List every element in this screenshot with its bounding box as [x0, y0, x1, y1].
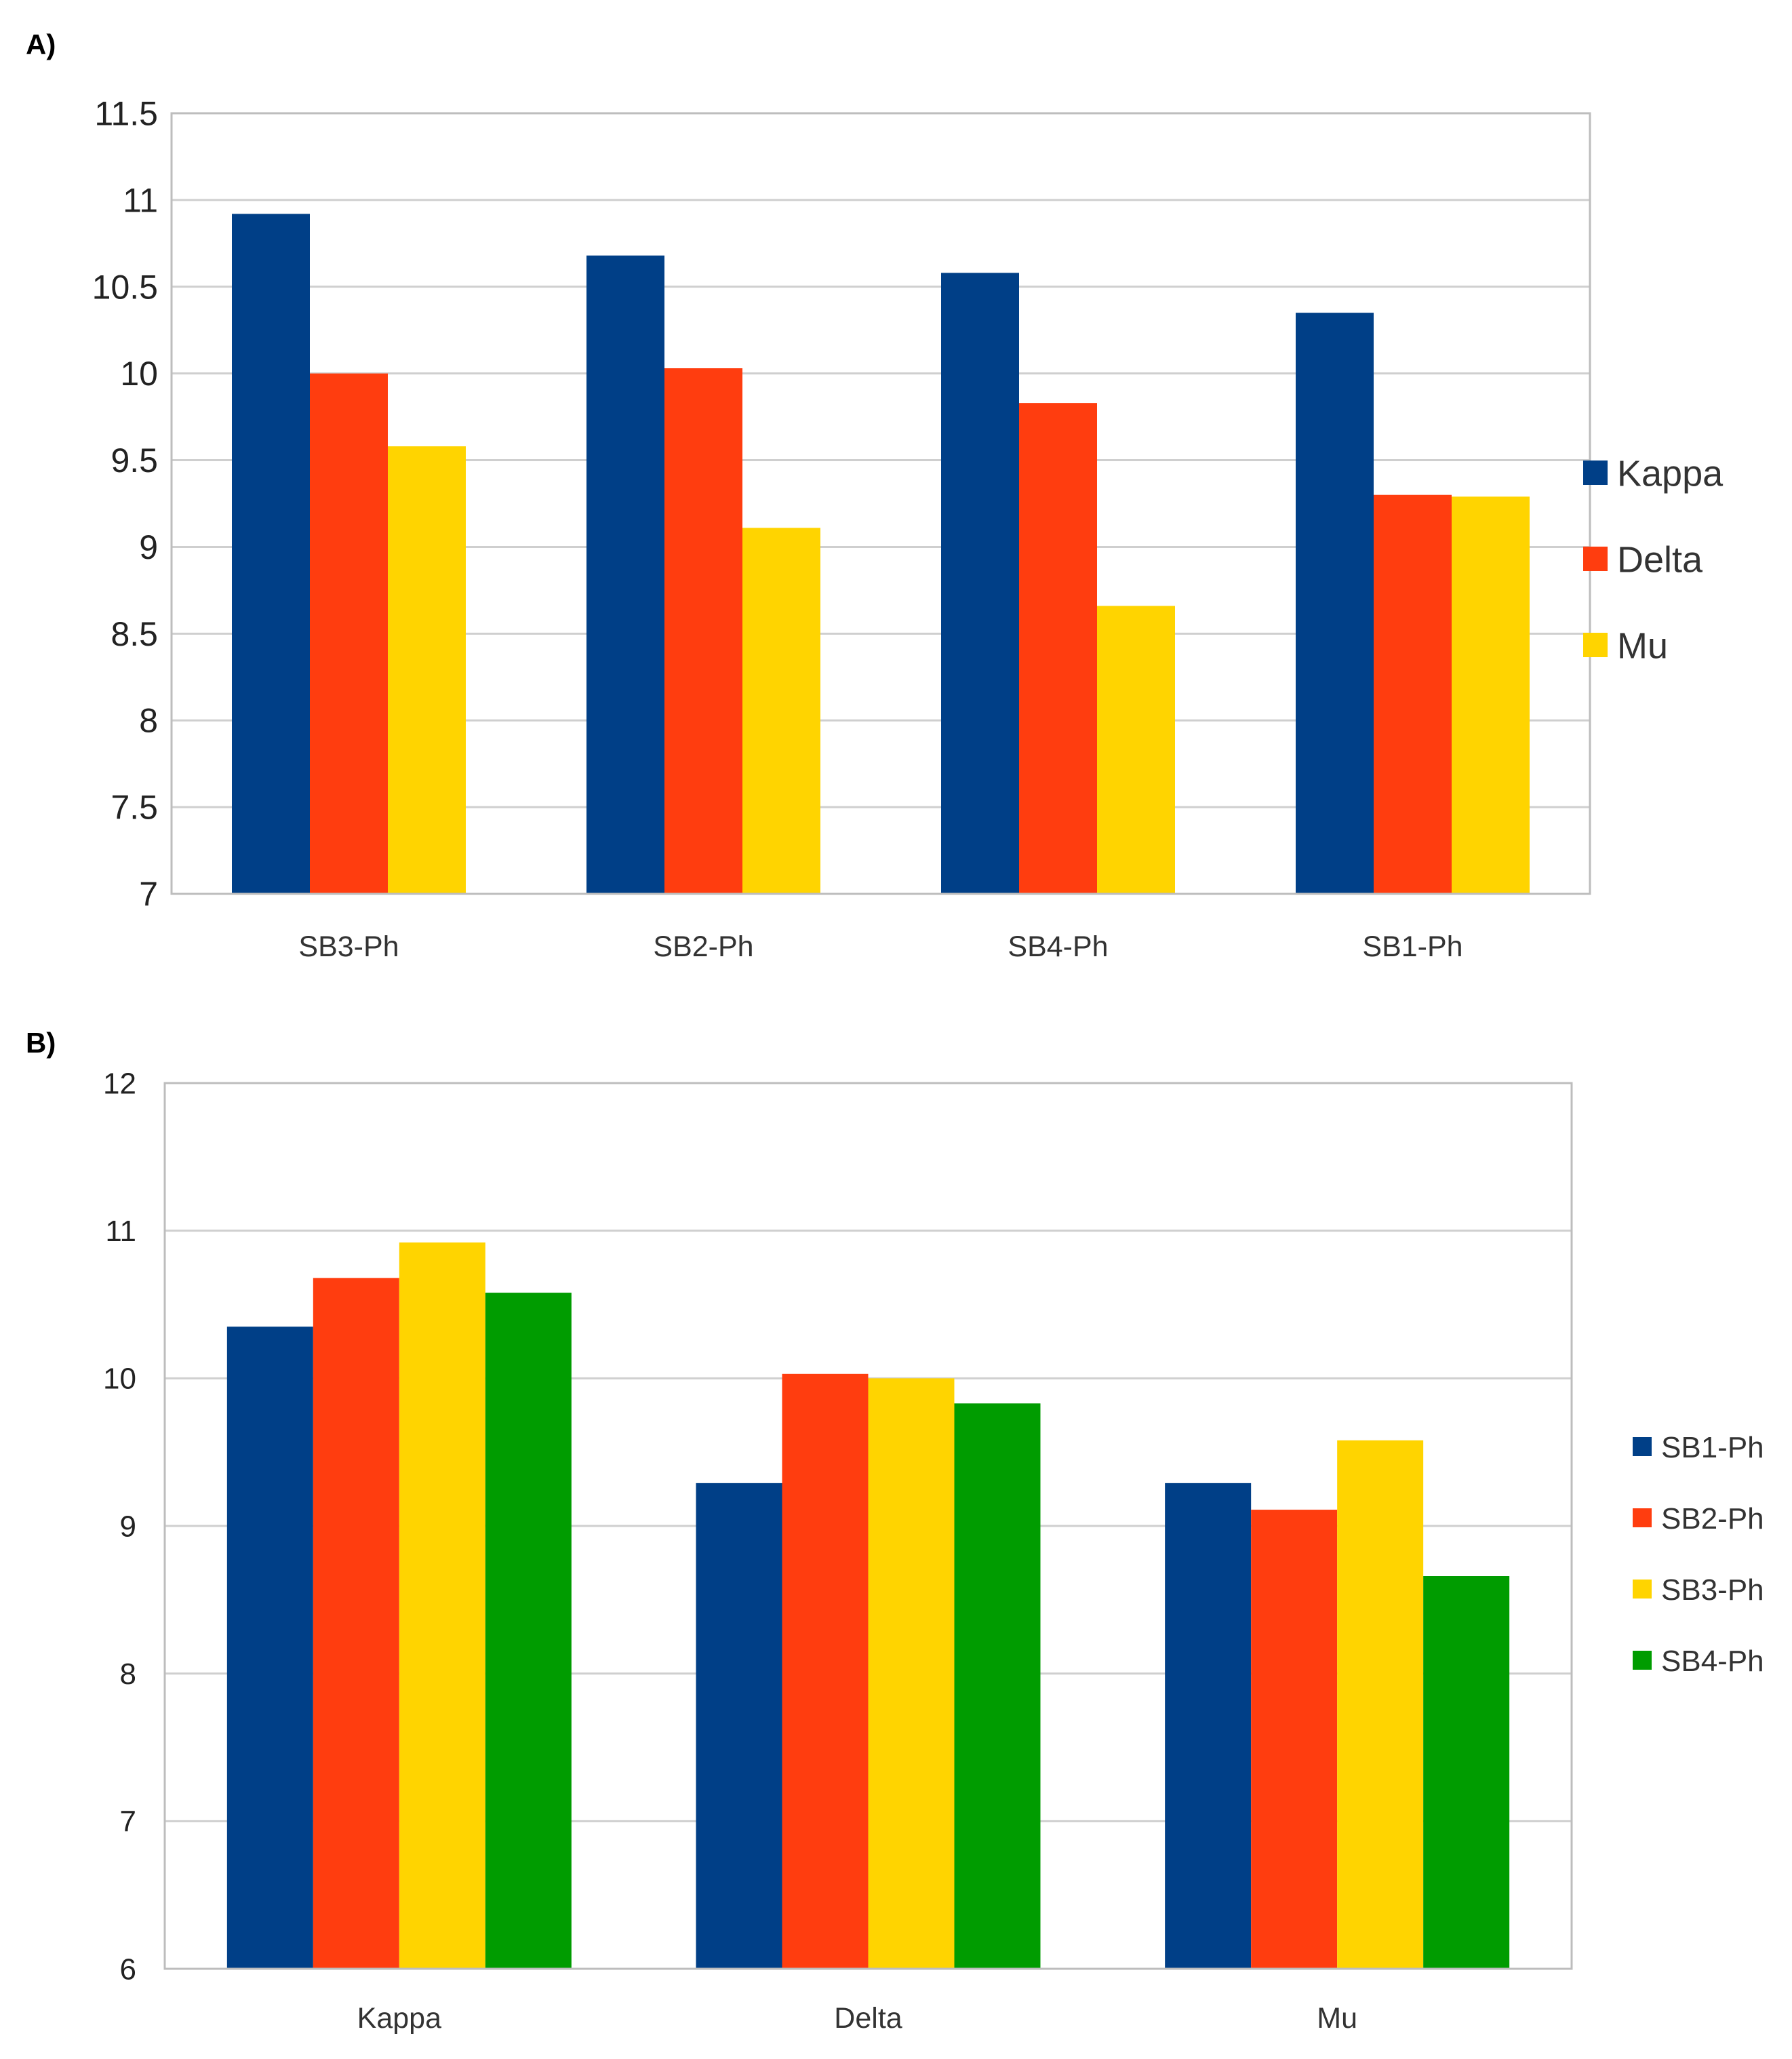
chart-b-bar-delta-sb4-ph [954, 1403, 1041, 1969]
chart-a-legend-label-kappa: Kappa [1617, 453, 1724, 494]
chart-b-legend-label-sb2-ph: SB2-Ph [1661, 1502, 1764, 1535]
chart-a-y-tick-label: 11 [123, 181, 158, 219]
chart-b-y-tick-label: 11 [105, 1215, 136, 1248]
chart-b-legend-swatch-sb3-ph [1633, 1580, 1652, 1599]
chart-a-y-tick-label: 10 [120, 355, 158, 393]
chart-a-x-tick-label: SB4-Ph [1008, 930, 1108, 963]
chart-a-legend-swatch-mu [1583, 633, 1608, 657]
chart-a-y-tick-label: 8 [139, 702, 158, 740]
chart-b-bar-kappa-sb2-ph [313, 1278, 399, 1969]
chart-b-bar-mu-sb3-ph [1337, 1440, 1424, 1969]
chart-a-bar-sb2-ph-kappa [586, 255, 664, 894]
chart-a-y-tick-label: 10.5 [92, 268, 158, 306]
chart-b-legend-swatch-sb4-ph [1633, 1651, 1652, 1670]
chart-b-bar-kappa-sb1-ph [226, 1327, 313, 1969]
chart-b-bar-kappa-sb3-ph [399, 1242, 485, 1969]
chart-a-y-tick-label: 7.5 [111, 789, 158, 827]
chart-b-y-tick-label: 12 [103, 1067, 136, 1100]
chart-a: 11.5 11 10.5 10 9.5 9 8.5 8 7.5 7 SB3-Ph SB2-Ph SB4-… [92, 95, 1724, 964]
chart-b-bar-delta-sb3-ph [868, 1378, 955, 1969]
chart-a-legend-swatch-delta [1583, 547, 1608, 571]
chart-b-bar-mu-sb4-ph [1423, 1576, 1510, 1969]
panel-b-label: B) [26, 1027, 56, 1059]
chart-a-y-tick-label: 11.5 [94, 95, 158, 133]
chart-a-bar-sb3-ph-delta [310, 373, 388, 894]
chart-b-legend-label-sb3-ph: SB3-Ph [1661, 1573, 1764, 1607]
chart-b-y-tick-label: 10 [103, 1362, 136, 1396]
chart-b-bar-mu-sb1-ph [1165, 1483, 1252, 1969]
chart-a-x-tick-label: SB2-Ph [653, 930, 753, 963]
panel-a-label: A) [26, 28, 56, 60]
chart-a-bar-sb1-ph-mu [1452, 496, 1530, 894]
chart-a-legend-label-mu: Mu [1617, 625, 1668, 666]
chart-b-y-tick-label: 6 [120, 1953, 136, 1986]
chart-b-x-tick-label: Kappa [357, 2002, 441, 2035]
chart-b: 12 11 10 9 8 7 6 Kappa Delta Mu SB1-Ph SB2-Ph SB3-Ph… [103, 1067, 1764, 2035]
chart-a-bar-sb1-ph-kappa [1296, 313, 1374, 895]
chart-b-y-tick-label: 7 [120, 1805, 136, 1839]
chart-a-bar-sb2-ph-delta [664, 368, 742, 894]
chart-a-bar-sb2-ph-mu [742, 528, 820, 894]
chart-a-legend-swatch-kappa [1583, 460, 1608, 485]
chart-a-bar-sb1-ph-delta [1374, 494, 1452, 894]
chart-b-y-tick-label: 8 [120, 1658, 136, 1691]
chart-a-bar-sb3-ph-kappa [232, 214, 310, 895]
chart-b-legend-label-sb1-ph: SB1-Ph [1661, 1431, 1764, 1464]
chart-a-bar-sb3-ph-mu [388, 446, 466, 894]
chart-b-bar-kappa-sb4-ph [485, 1293, 572, 1969]
chart-b-legend-swatch-sb1-ph [1633, 1437, 1652, 1456]
chart-b-y-tick-label: 9 [120, 1510, 136, 1543]
chart-a-x-tick-label: SB3-Ph [298, 930, 399, 963]
chart-b-legend-swatch-sb2-ph [1633, 1508, 1652, 1527]
chart-b-bar-delta-sb1-ph [696, 1483, 782, 1969]
chart-a-y-tick-label: 7 [139, 876, 158, 914]
chart-a-y-tick-label: 9.5 [111, 442, 158, 479]
chart-a-y-tick-label: 9 [139, 528, 158, 566]
chart-a-legend-label-delta: Delta [1617, 539, 1703, 580]
chart-a-y-tick-label: 8.5 [111, 615, 158, 653]
chart-b-bar-mu-sb2-ph [1251, 1510, 1338, 1969]
chart-a-frame [170, 112, 1591, 895]
chart-a-bar-sb4-ph-mu [1097, 606, 1175, 894]
chart-a-bar-sb4-ph-delta [1019, 403, 1097, 894]
chart-b-frame [163, 1082, 1573, 1970]
chart-a-x-tick-label: SB1-Ph [1362, 930, 1462, 963]
chart-b-bar-delta-sb2-ph [782, 1373, 869, 1969]
chart-b-x-tick-label: Delta [834, 2002, 902, 2035]
chart-a-bar-sb4-ph-kappa [941, 273, 1019, 894]
chart-b-legend-label-sb4-ph: SB4-Ph [1661, 1645, 1764, 1678]
chart-b-x-tick-label: Mu [1317, 2002, 1357, 2035]
